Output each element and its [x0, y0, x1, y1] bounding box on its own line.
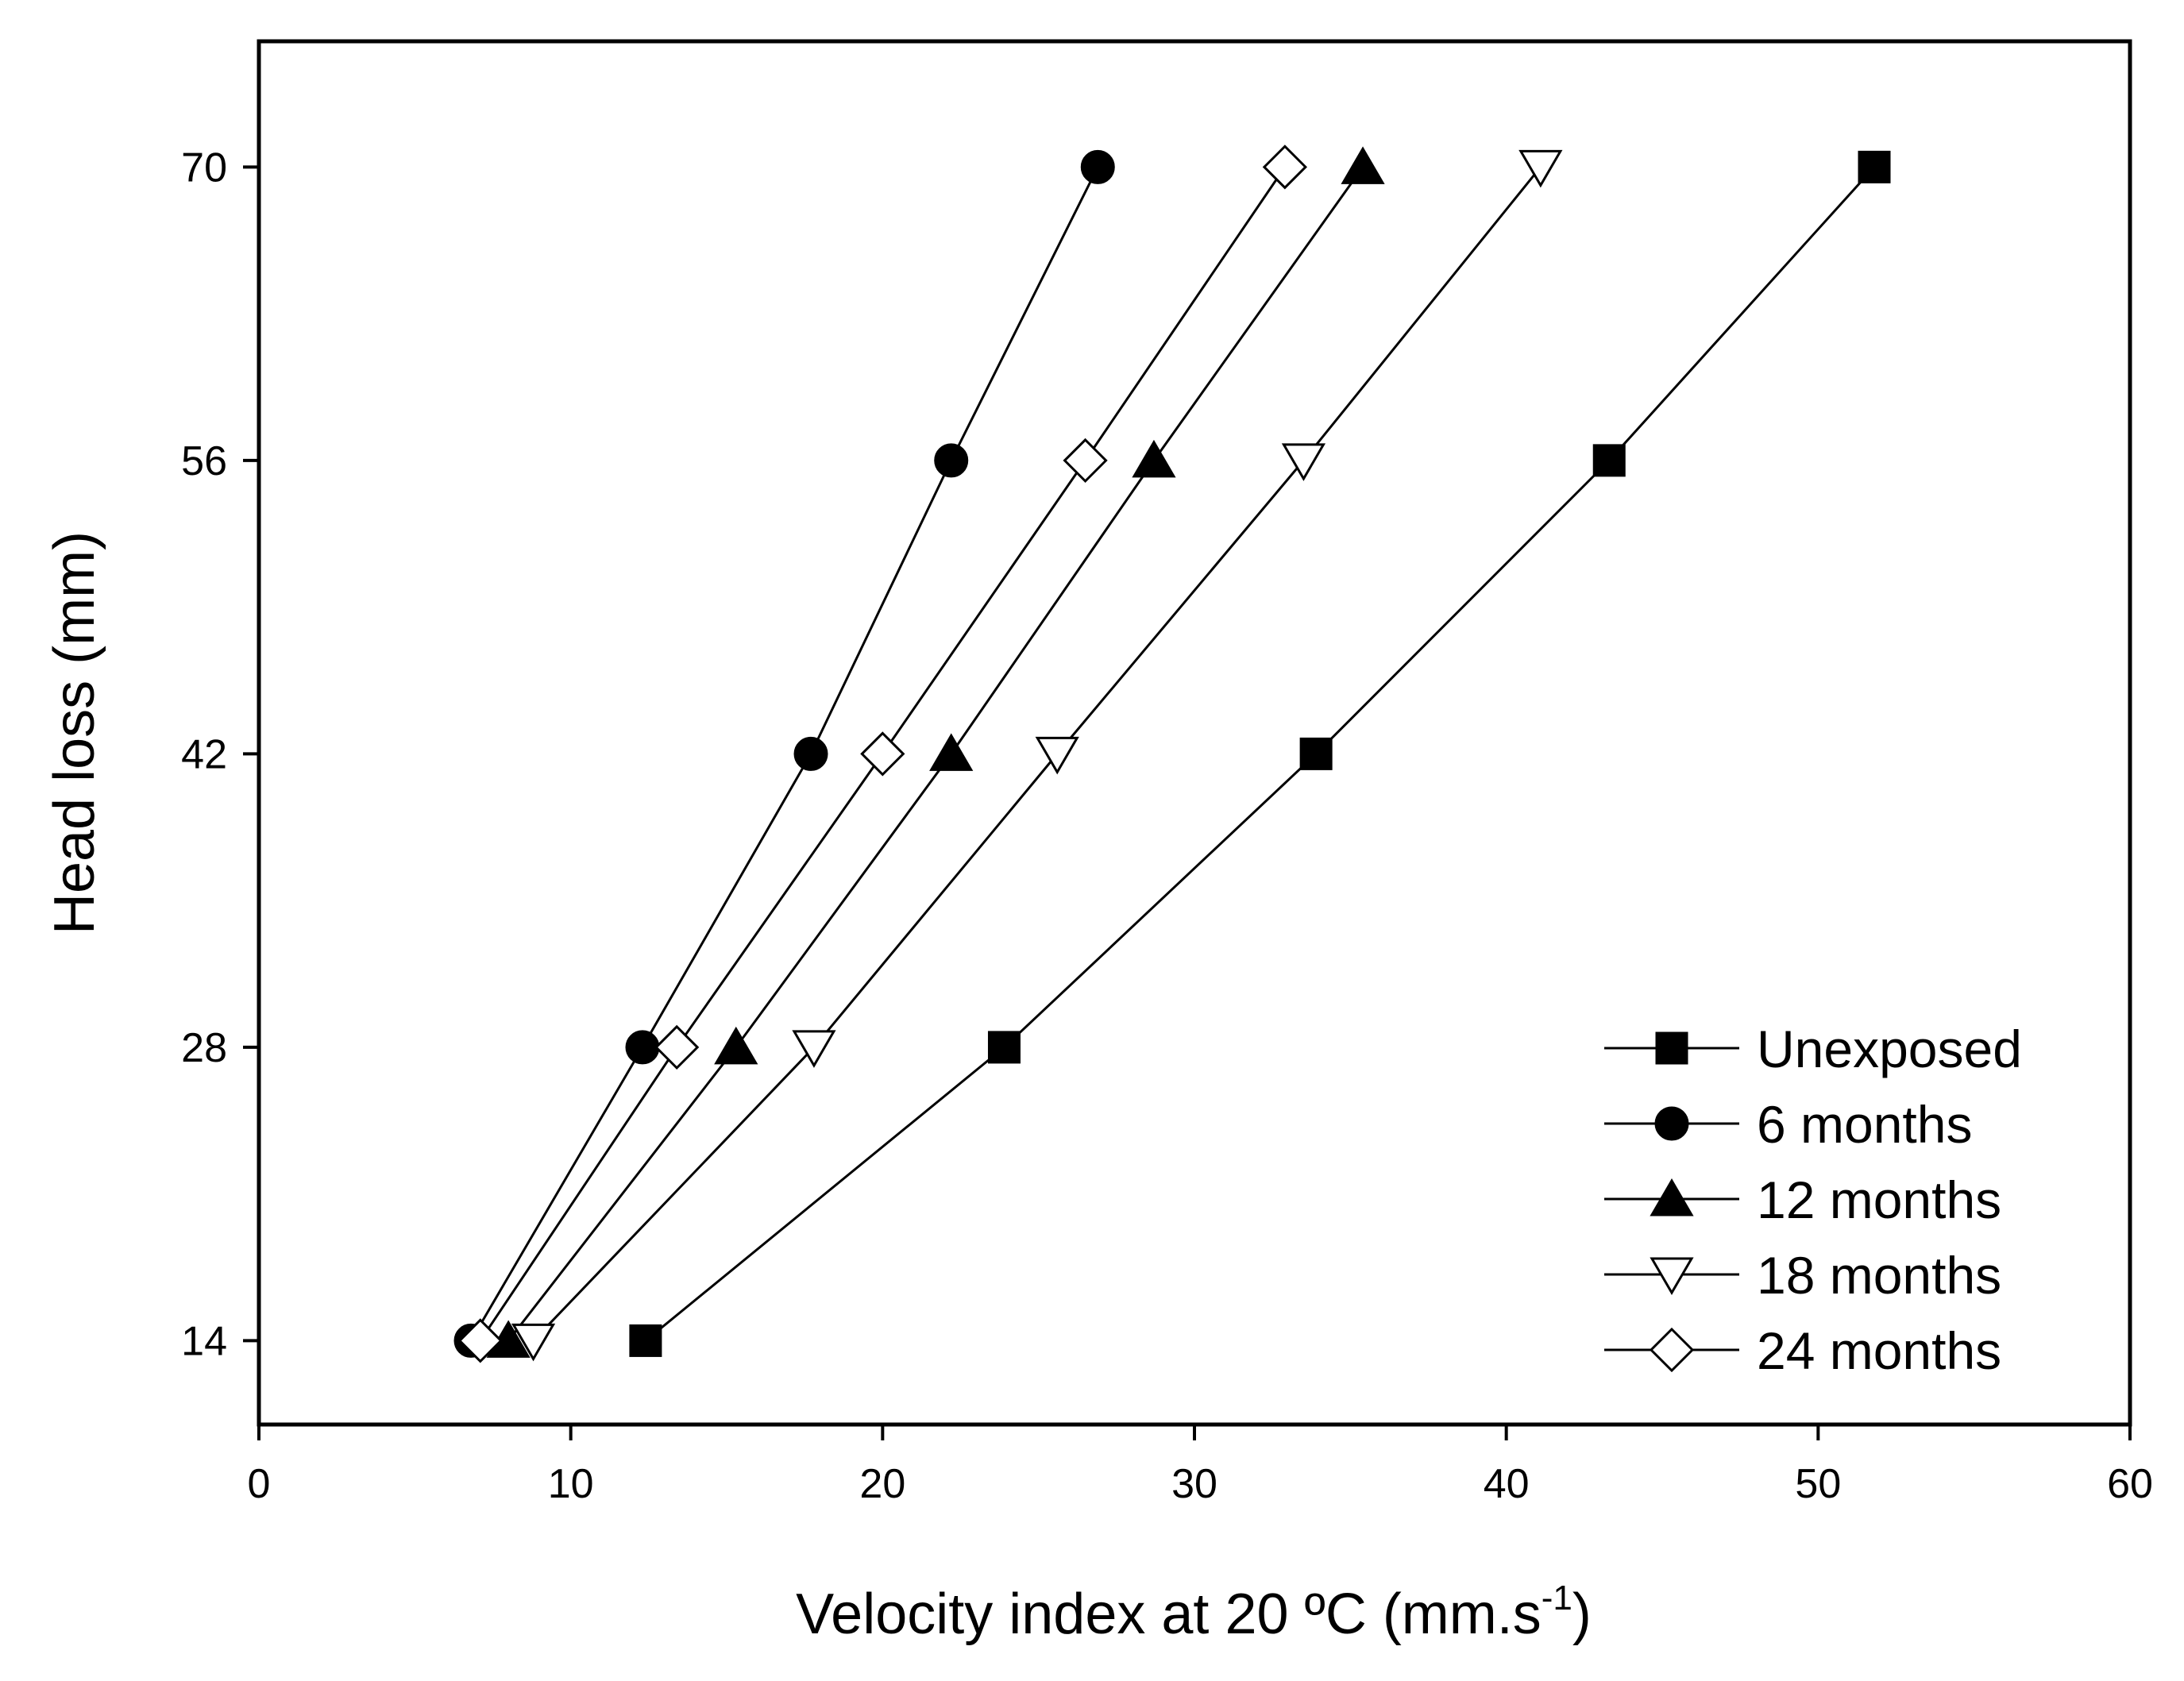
x-tick-label: 10 [548, 1461, 594, 1507]
x-axis-title-main: Velocity index at 20 ºC (mm.s [796, 1583, 1542, 1646]
legend-label: 18 months [1757, 1246, 2001, 1305]
legend-item: 12 months [1604, 1170, 2001, 1229]
data-point [1080, 149, 1115, 184]
series-12-months [486, 146, 1385, 1358]
legend-marker [1654, 1106, 1689, 1141]
x-axis-ticks: 0 10 20 30 40 50 60 [248, 1425, 2153, 1507]
legend: Unexposed 6 months 12 months 18 months 24 mo… [1604, 1020, 2022, 1380]
data-point [1262, 145, 1307, 190]
legend-label: Unexposed [1757, 1020, 2022, 1078]
data-point [934, 443, 969, 478]
y-tick-label: 14 [181, 1318, 227, 1364]
data-point [1518, 149, 1563, 188]
data-point [1341, 146, 1385, 184]
data-point [929, 733, 974, 771]
data-point [1063, 438, 1108, 484]
data-point [1035, 736, 1079, 775]
data-point [793, 736, 828, 771]
data-point [654, 1024, 700, 1070]
series-24-months [457, 145, 1307, 1363]
legend-marker [1650, 1178, 1694, 1216]
legend-item: 6 months [1604, 1095, 1972, 1154]
data-point [625, 1030, 660, 1065]
x-axis-title-suffix: ) [1572, 1583, 1592, 1646]
x-tick-label: 40 [1484, 1461, 1530, 1507]
data-point [511, 1323, 556, 1362]
y-axis-title: Head loss (mm) [43, 531, 106, 935]
x-axis-title-superscript: -1 [1542, 1579, 1572, 1617]
data-point [629, 1324, 662, 1357]
legend-item: 24 months [1604, 1321, 2001, 1380]
x-tick-label: 0 [248, 1461, 271, 1507]
data-point [1132, 439, 1176, 478]
x-tick-label: 30 [1171, 1461, 1217, 1507]
data-point [1592, 444, 1626, 477]
legend-label: 12 months [1757, 1170, 2001, 1229]
series-unexposed [629, 150, 1891, 1357]
legend-marker [1655, 1031, 1688, 1065]
x-axis-title: Velocity index at 20 ºC (mm.s-1) [796, 1579, 1592, 1646]
x-tick-label: 60 [2107, 1461, 2153, 1507]
legend-label: 6 months [1757, 1095, 1972, 1154]
x-tick-label: 20 [859, 1461, 905, 1507]
data-point [1281, 443, 1326, 481]
legend-marker [1649, 1327, 1695, 1373]
y-axis-ticks: 14 28 42 56 70 [181, 145, 259, 1364]
y-tick-label: 28 [181, 1025, 227, 1071]
data-point [457, 1318, 503, 1363]
series-layer [453, 145, 1891, 1363]
legend-label: 24 months [1757, 1321, 2001, 1380]
data-point [1299, 737, 1333, 770]
data-point [714, 1026, 758, 1065]
y-tick-label: 42 [181, 731, 227, 777]
y-tick-label: 56 [181, 438, 227, 484]
legend-marker [1650, 1257, 1694, 1295]
y-tick-label: 70 [181, 145, 227, 191]
data-point [987, 1031, 1021, 1064]
x-tick-label: 50 [1795, 1461, 1841, 1507]
series-18-months [511, 149, 1563, 1362]
legend-item: Unexposed [1604, 1020, 2022, 1078]
data-point [1858, 150, 1891, 183]
data-point [860, 731, 905, 777]
legend-item: 18 months [1604, 1246, 2001, 1305]
data-point [792, 1030, 836, 1068]
